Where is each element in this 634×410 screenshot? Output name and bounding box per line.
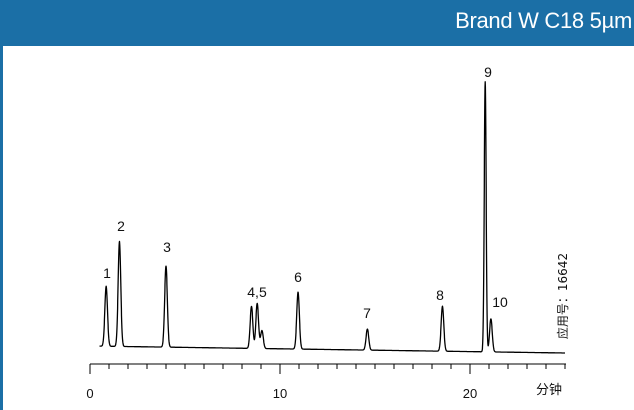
peak-label-1: 1: [103, 265, 111, 281]
peak-label-7: 7: [363, 305, 371, 321]
x-axis-unit: 分钟: [536, 382, 562, 398]
chromatogram-trace: [99, 81, 566, 354]
chart-title: Brand W C18 5µm: [455, 8, 632, 33]
peak-label-9: 9: [484, 64, 492, 80]
peak-label-2: 2: [117, 218, 125, 234]
x-axis-ticks: [89, 364, 566, 374]
peak-label-4-5: 4,5: [247, 284, 267, 300]
peak-label-8: 8: [436, 287, 444, 303]
x-tick-label-20: 20: [463, 386, 477, 401]
application-number: 应用号：16642: [555, 253, 570, 339]
title-bar: Brand W C18 5µm: [0, 0, 634, 46]
peak-label-6: 6: [294, 269, 302, 285]
peak-label-3: 3: [163, 239, 171, 255]
frame-border: [0, 46, 3, 410]
x-tick-label-10: 10: [273, 386, 287, 401]
peak-label-10: 10: [492, 294, 508, 310]
chromatogram-chart: 0 10 20 分钟 1 2 3 4,5 6 7 8 9 10 应用号：1664…: [86, 64, 570, 401]
x-tick-label-0: 0: [86, 386, 93, 401]
